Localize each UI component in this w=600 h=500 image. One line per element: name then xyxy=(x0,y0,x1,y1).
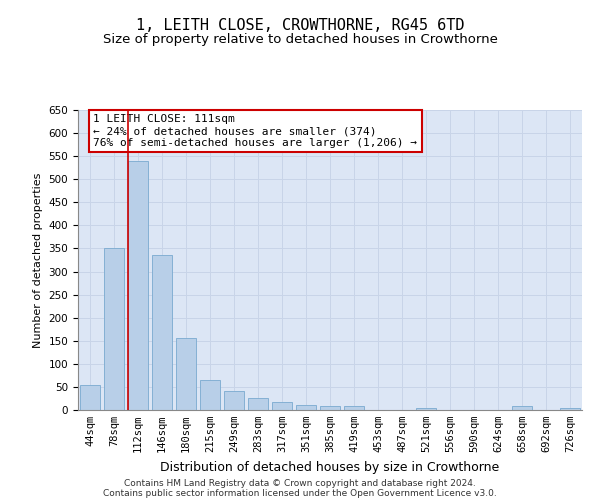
Bar xyxy=(152,256,172,410)
Bar xyxy=(296,406,316,410)
X-axis label: Distribution of detached houses by size in Crowthorne: Distribution of detached houses by size … xyxy=(160,460,500,473)
Bar xyxy=(512,406,532,410)
Bar xyxy=(272,402,292,410)
Text: Contains public sector information licensed under the Open Government Licence v3: Contains public sector information licen… xyxy=(103,488,497,498)
Bar xyxy=(224,390,244,410)
Bar xyxy=(200,380,220,410)
Bar xyxy=(344,406,364,410)
Text: Size of property relative to detached houses in Crowthorne: Size of property relative to detached ho… xyxy=(103,32,497,46)
Bar xyxy=(176,338,196,410)
Text: Contains HM Land Registry data © Crown copyright and database right 2024.: Contains HM Land Registry data © Crown c… xyxy=(124,478,476,488)
Bar xyxy=(320,406,340,410)
Text: 1, LEITH CLOSE, CROWTHORNE, RG45 6TD: 1, LEITH CLOSE, CROWTHORNE, RG45 6TD xyxy=(136,18,464,32)
Bar xyxy=(416,408,436,410)
Bar xyxy=(104,248,124,410)
Bar xyxy=(128,161,148,410)
Bar xyxy=(80,384,100,410)
Bar xyxy=(248,398,268,410)
Y-axis label: Number of detached properties: Number of detached properties xyxy=(33,172,43,348)
Bar xyxy=(560,408,580,410)
Text: 1 LEITH CLOSE: 111sqm
← 24% of detached houses are smaller (374)
76% of semi-det: 1 LEITH CLOSE: 111sqm ← 24% of detached … xyxy=(93,114,417,148)
